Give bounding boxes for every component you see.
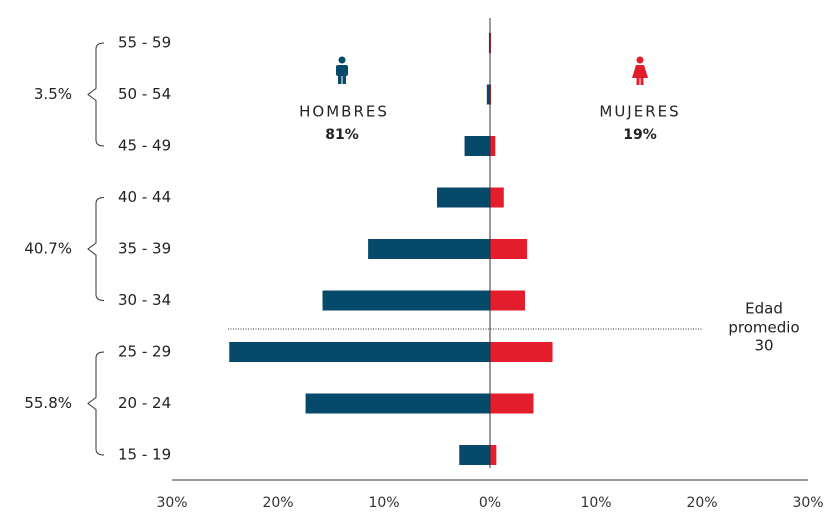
category-label: 25 - 29 bbox=[118, 343, 171, 361]
legend-share: 81% bbox=[325, 127, 359, 143]
annotation: 30 bbox=[754, 337, 773, 355]
x-tick-label: 20% bbox=[262, 495, 293, 511]
category-label: 30 - 34 bbox=[118, 291, 171, 309]
group-label: 55.8% bbox=[24, 394, 72, 412]
x-tick-label: 30% bbox=[792, 495, 823, 511]
category-label: 40 - 44 bbox=[118, 188, 171, 206]
bracket bbox=[87, 197, 105, 301]
bar bbox=[490, 239, 528, 259]
bar bbox=[488, 33, 490, 53]
group-label: 40.7% bbox=[24, 240, 72, 258]
bar bbox=[490, 342, 553, 362]
bracket bbox=[87, 42, 105, 147]
bar bbox=[486, 84, 490, 105]
bar bbox=[229, 342, 491, 362]
x-tick-label: 10% bbox=[368, 495, 399, 511]
bar bbox=[437, 187, 490, 208]
category-label: 55 - 59 bbox=[118, 34, 171, 52]
bar bbox=[368, 239, 490, 259]
legend-label: MUJERES bbox=[599, 103, 680, 121]
bar bbox=[490, 393, 534, 414]
bar bbox=[490, 84, 492, 105]
category-label: 15 - 19 bbox=[118, 446, 171, 464]
male-icon bbox=[336, 56, 348, 84]
x-tick-label: 30% bbox=[156, 495, 187, 511]
bar bbox=[464, 136, 490, 156]
bar bbox=[322, 290, 490, 311]
legend-share: 19% bbox=[623, 127, 657, 143]
female-icon bbox=[632, 56, 648, 85]
x-tick-label: 20% bbox=[686, 495, 717, 511]
bar bbox=[490, 290, 525, 311]
bar bbox=[490, 187, 504, 208]
bracket bbox=[87, 351, 105, 456]
category-label: 45 - 49 bbox=[118, 137, 171, 155]
category-label: 20 - 24 bbox=[118, 394, 171, 412]
annotation: promedio bbox=[728, 319, 799, 337]
bar bbox=[490, 136, 496, 156]
legend-label: HOMBRES bbox=[299, 103, 389, 121]
x-tick-label: 10% bbox=[580, 495, 611, 511]
annotation: Edad bbox=[745, 300, 783, 318]
bar bbox=[305, 393, 490, 414]
category-label: 50 - 54 bbox=[118, 85, 171, 103]
bar bbox=[490, 445, 497, 465]
category-label: 35 - 39 bbox=[118, 240, 171, 258]
bar bbox=[459, 445, 490, 465]
x-tick-label: 0% bbox=[479, 495, 501, 511]
group-label: 3.5% bbox=[34, 85, 72, 103]
